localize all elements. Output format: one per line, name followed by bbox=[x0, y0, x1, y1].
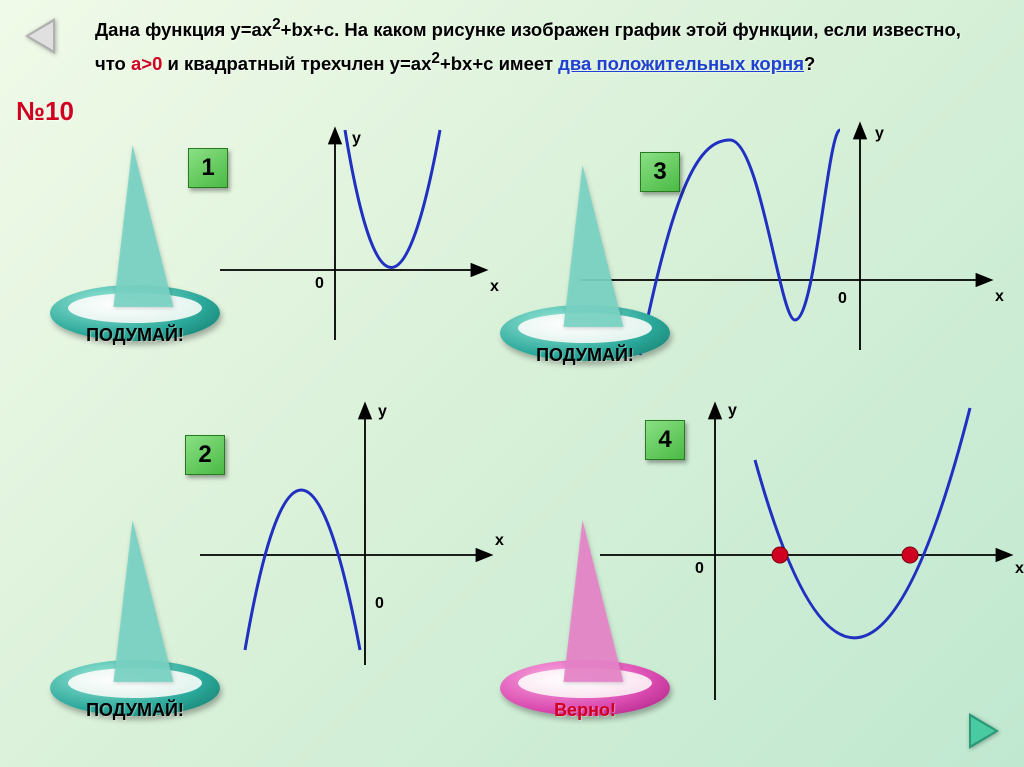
feedback-callout-3: ПОДУМАЙ! bbox=[500, 305, 670, 361]
question-text: Дана функция y=ax2+bx+c. На каком рисунк… bbox=[95, 12, 975, 79]
chart-2 bbox=[200, 400, 500, 680]
axis-x-label: x bbox=[995, 288, 1004, 306]
answer-panel-3[interactable]: y x 0 3 ПОДУМАЙ! bbox=[540, 130, 980, 370]
answer-panel-2[interactable]: y x 0 2 ПОДУМАЙ! bbox=[120, 400, 480, 730]
feedback-callout-4: Верно! bbox=[500, 660, 670, 716]
answer-panel-4[interactable]: y x 0 4 Верно! bbox=[540, 400, 980, 730]
chart-1 bbox=[220, 125, 500, 345]
axis-x-label: x bbox=[490, 278, 499, 296]
axis-origin-label: 0 bbox=[375, 595, 384, 613]
axis-x-label: x bbox=[495, 532, 504, 550]
axis-origin-label: 0 bbox=[315, 275, 324, 293]
question-number: №10 bbox=[16, 96, 74, 127]
feedback-callout-1: ПОДУМАЙ! bbox=[50, 285, 220, 341]
axis-y-label: y bbox=[352, 130, 361, 148]
axis-origin-label: 0 bbox=[695, 560, 704, 578]
axis-x-label: x bbox=[1015, 560, 1024, 578]
answer-badge-2[interactable]: 2 bbox=[185, 435, 225, 475]
nav-back-icon[interactable] bbox=[25, 18, 55, 54]
axis-origin-label: 0 bbox=[838, 290, 847, 308]
answer-badge-1[interactable]: 1 bbox=[188, 148, 228, 188]
answer-badge-4[interactable]: 4 bbox=[645, 420, 685, 460]
feedback-callout-2: ПОДУМАЙ! bbox=[50, 660, 220, 716]
axis-y-label: y bbox=[875, 125, 884, 143]
answer-panel-1[interactable]: y x 0 1 ПОДУМАЙ! bbox=[120, 130, 480, 360]
axis-y-label: y bbox=[728, 402, 737, 420]
axis-y-label: y bbox=[378, 403, 387, 421]
answer-badge-3[interactable]: 3 bbox=[640, 152, 680, 192]
